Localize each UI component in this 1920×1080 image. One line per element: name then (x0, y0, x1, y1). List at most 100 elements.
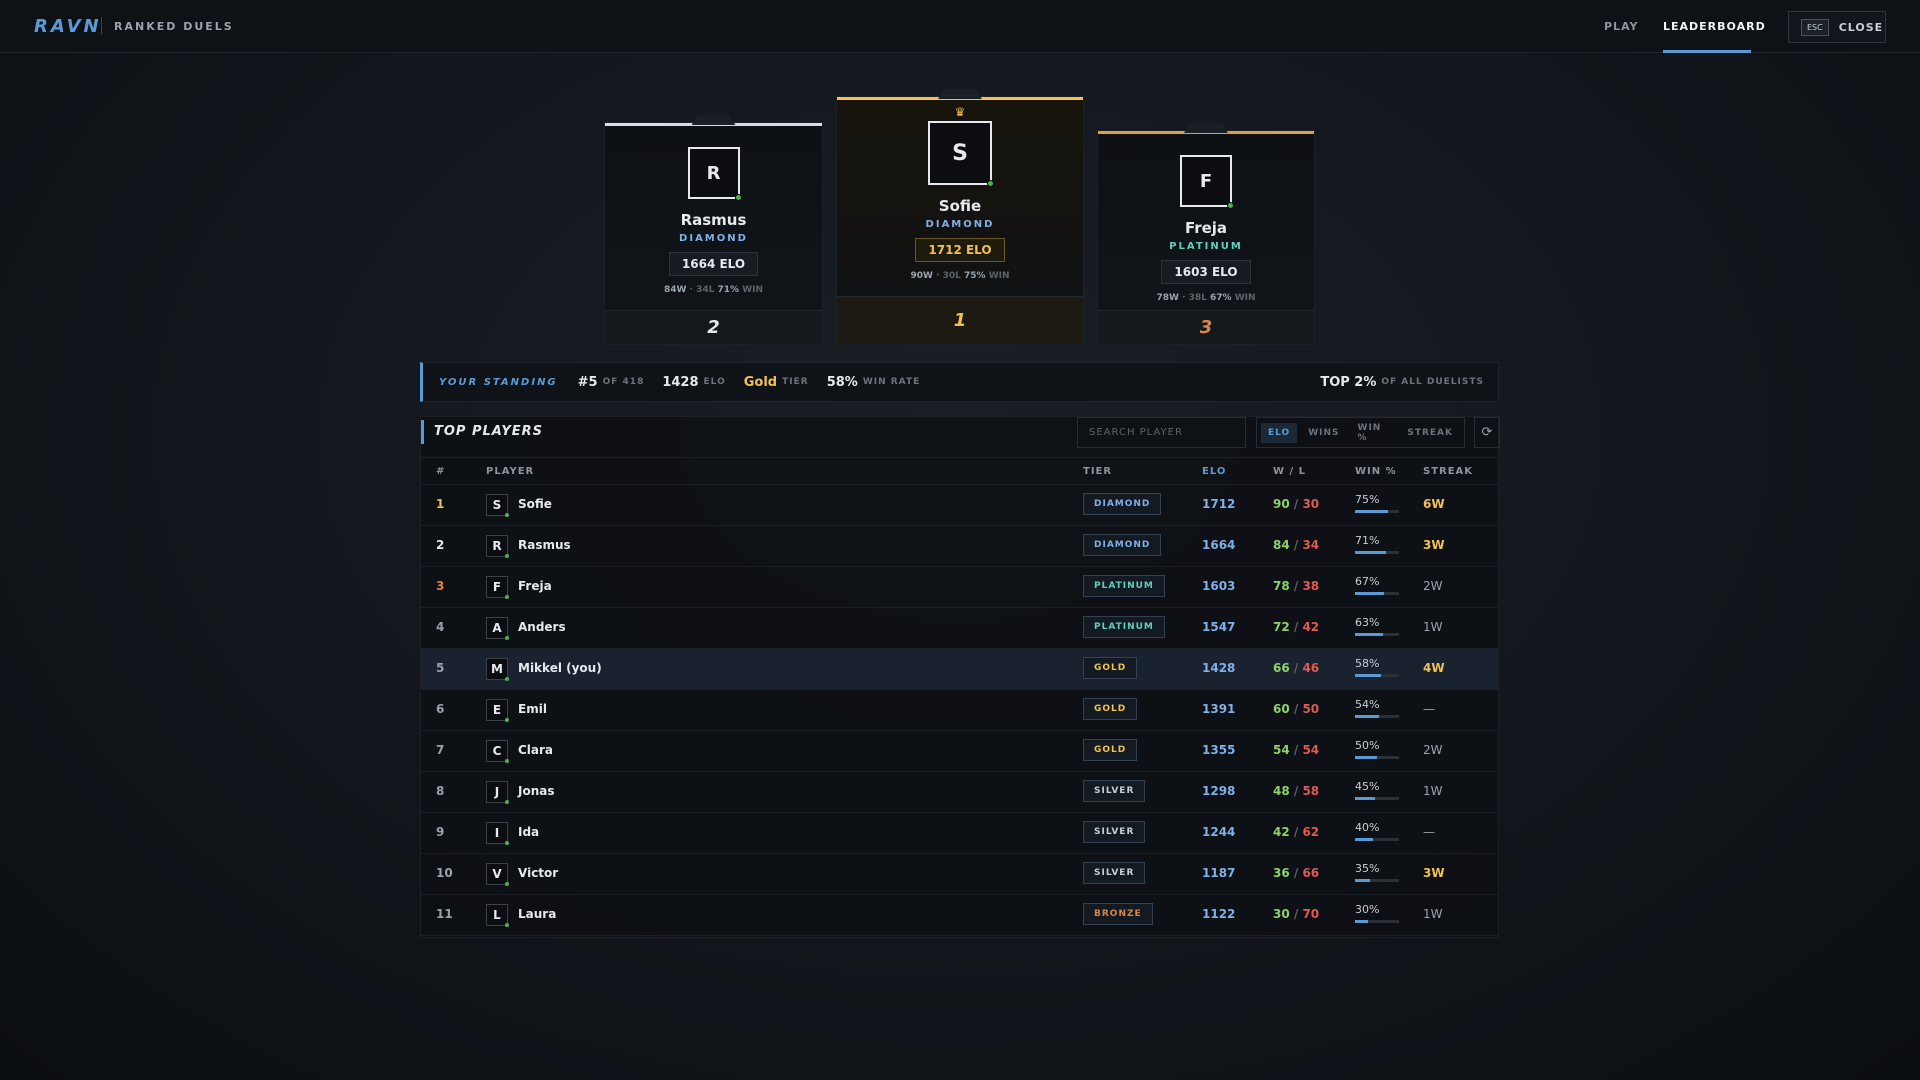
sort-tabs: ELO WINS WIN % STREAK (1256, 417, 1465, 448)
losses: 50 (1302, 702, 1320, 716)
online-dot (987, 180, 994, 187)
player-name: Clara (518, 743, 554, 757)
wins: 36 (1273, 866, 1290, 880)
avatar: V (486, 863, 509, 886)
podium-rank: 1 (837, 296, 1083, 344)
table-row[interactable]: 6 E Emil GOLD 1391 60 / 50 54% — (421, 690, 1498, 731)
column-header[interactable]: W / L (1273, 466, 1307, 477)
column-header: PLAYER (486, 466, 535, 477)
sort-tab[interactable]: WIN % (1357, 422, 1382, 443)
column-header[interactable]: ELO (1202, 466, 1227, 477)
card-content: F Freja PLATINUM 1603 ELO 78W · 38L 67% WIN (1098, 131, 1314, 303)
podium-card[interactable]: F Freja PLATINUM 1603 ELO 78W · 38L 67% WIN 3 (1097, 123, 1315, 345)
separator: / (1289, 907, 1303, 921)
logo[interactable]: RAVN (34, 16, 102, 37)
win-loss: 90 / 30 (1273, 497, 1319, 511)
online-dot (505, 636, 509, 640)
table-row[interactable]: 3 F Freja PLATINUM 1603 78 / 38 67% 2W (421, 567, 1498, 608)
losses: 58 (1302, 784, 1320, 798)
wins: 78W (1156, 293, 1179, 303)
win-pct: 67% (1210, 293, 1232, 303)
close-button[interactable]: ESC CLOSE (1788, 11, 1886, 43)
avatar-initial: F (1199, 170, 1213, 192)
table-row[interactable]: 11 L Laura BRONZE 1122 30 / 70 30% 1W (421, 895, 1498, 936)
win-loss: 60 / 50 (1273, 702, 1319, 716)
rank: 3 (436, 579, 445, 593)
win-pct-track (1355, 838, 1399, 841)
tier-badge: PLATINUM (1083, 616, 1165, 638)
win-pct: 75% (1355, 493, 1380, 506)
elo: 1122 (1202, 907, 1236, 921)
header: RAVN RANKED DUELS PLAY LEADERBOARD ESC C… (0, 0, 1920, 53)
separator: / (1289, 579, 1303, 593)
streak: 1W (1423, 907, 1443, 921)
losses: 34 (1302, 538, 1320, 552)
elo: 1428 (1202, 661, 1236, 675)
win-loss: 72 / 42 (1273, 620, 1319, 634)
player-elo: 1664 ELO (668, 252, 759, 276)
wins: 84W (663, 285, 687, 295)
online-dot (505, 513, 509, 517)
streak: 3W (1423, 866, 1445, 880)
column-header[interactable]: WIN % (1355, 466, 1397, 477)
avatar: M (486, 658, 509, 681)
table-row[interactable]: 9 I Ida SILVER 1244 42 / 62 40% — (421, 813, 1498, 854)
avatar-initial: I (494, 826, 500, 840)
wins: 84 (1273, 538, 1290, 552)
table-row[interactable]: 8 J Jonas SILVER 1298 48 / 58 45% 1W (421, 772, 1498, 813)
win-pct-bar (1355, 797, 1375, 800)
win-pct-bar (1355, 756, 1377, 759)
losses: 38L (1188, 293, 1207, 303)
win-label: WIN (1234, 293, 1256, 303)
card-tab (691, 115, 736, 125)
online-dot (505, 923, 509, 927)
standing-label: YOUR STANDING (439, 376, 558, 388)
win-pct: 75% (964, 271, 986, 281)
streak: — (1423, 825, 1435, 839)
esc-key: ESC (1801, 18, 1829, 36)
win-pct-bar (1355, 592, 1385, 595)
sort-tab[interactable]: STREAK (1407, 427, 1453, 438)
standing-tier: Gold (743, 374, 778, 390)
win-pct-bar (1355, 551, 1387, 554)
avatar: S (486, 494, 509, 517)
win-loss: 54 / 54 (1273, 743, 1319, 757)
table-row[interactable]: 2 R Rasmus DIAMOND 1664 84 / 34 71% 3W (421, 526, 1498, 567)
table-row[interactable]: 4 A Anders PLATINUM 1547 72 / 42 63% 1W (421, 608, 1498, 649)
nav-leaderboard[interactable]: LEADERBOARD (1663, 20, 1766, 33)
win-pct-bar (1355, 920, 1369, 923)
elo: 1547 (1202, 620, 1236, 634)
wins: 48 (1273, 784, 1290, 798)
win-label: WIN (742, 285, 764, 295)
table-row[interactable]: 10 V Victor SILVER 1187 36 / 66 35% 3W (421, 854, 1498, 895)
card-tab (1184, 123, 1228, 133)
separator: / (1289, 538, 1303, 552)
sort-tab[interactable]: ELO (1261, 422, 1298, 443)
tier-badge: SILVER (1083, 780, 1146, 802)
leaderboard-panel: TOP PLAYERS SEARCH PLAYER ELO WINS WIN % ST… (420, 416, 1500, 938)
search-input[interactable]: SEARCH PLAYER (1077, 417, 1246, 448)
sort-tab[interactable]: WINS (1308, 427, 1340, 438)
elo: 1391 (1202, 702, 1236, 716)
column-header[interactable]: TIER (1083, 466, 1113, 477)
elo: 1712 (1202, 497, 1236, 511)
avatar: F (1180, 155, 1234, 209)
player-name: Laura (518, 907, 557, 921)
player-stats: 84W · 34L 71% WIN (605, 285, 822, 295)
avatar: E (486, 699, 509, 722)
win-loss: 48 / 58 (1273, 784, 1319, 798)
streak: 4W (1423, 661, 1445, 675)
column-header[interactable]: STREAK (1423, 466, 1474, 477)
avatar-initial: J (494, 785, 500, 799)
table-row[interactable]: 7 C Clara GOLD 1355 54 / 54 50% 2W (421, 731, 1498, 772)
nav-play[interactable]: PLAY (1604, 20, 1639, 33)
table-row[interactable]: 5 M Mikkel (you) GOLD 1428 66 / 46 58% 4W (421, 649, 1498, 690)
podium-card[interactable]: ♛ S Sofie DIAMOND 1712 ELO 90W · 30L 75% WIN 1 (836, 89, 1084, 345)
table-header: # PLAYER TIER ELO W / L WIN % STREAK (421, 457, 1498, 485)
table-row[interactable]: 1 S Sofie DIAMOND 1712 90 / 30 75% 6W (421, 485, 1498, 526)
separator: / (1289, 866, 1303, 880)
refresh-button[interactable]: ⟳ (1474, 417, 1500, 448)
avatar: A (486, 617, 509, 640)
avatar-initial: R (492, 539, 502, 553)
podium-card[interactable]: R Rasmus DIAMOND 1664 ELO 84W · 34L 71% WIN 2 (604, 115, 823, 345)
